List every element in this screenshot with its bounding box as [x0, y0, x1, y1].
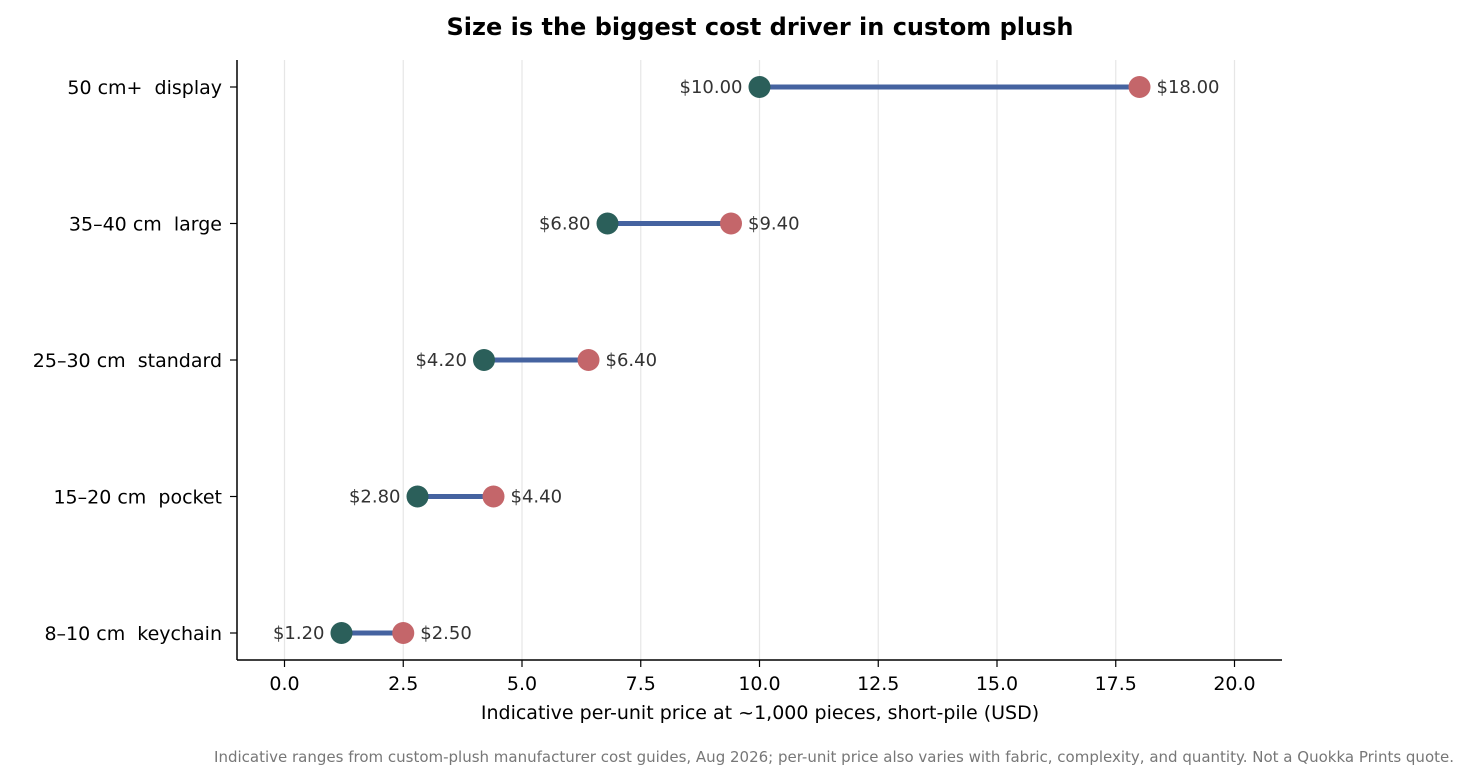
- high-price-label: $2.50: [420, 623, 472, 644]
- low-price-point: [748, 76, 771, 98]
- category-label: 25–30 cm standard: [33, 350, 222, 372]
- x-tick-label: 12.5: [857, 673, 899, 695]
- low-price-label: $4.20: [415, 350, 467, 371]
- high-price-point: [482, 485, 505, 508]
- footnote: Indicative ranges from custom-plush manu…: [214, 748, 1454, 766]
- x-tick-label: 0.0: [269, 673, 299, 695]
- low-price-label: $2.80: [349, 487, 401, 508]
- x-tick-label: 7.5: [626, 673, 656, 695]
- x-tick-label: 17.5: [1095, 673, 1137, 695]
- x-tick-label: 10.0: [738, 673, 780, 695]
- low-price-point: [473, 349, 495, 371]
- low-price-point: [330, 622, 353, 644]
- y-axis-categories: 8–10 cm keychain 15–20 cm pocket 25–30 cm …: [33, 77, 237, 645]
- category-label: 35–40 cm large: [69, 214, 222, 236]
- category-label: 8–10 cm keychain: [44, 623, 222, 645]
- low-price-label: $10.00: [680, 77, 743, 98]
- high-price-point: [577, 349, 600, 371]
- low-price-point: [406, 485, 429, 508]
- high-price-point: [720, 212, 742, 235]
- x-tick-label: 20.0: [1213, 673, 1255, 695]
- low-price-point: [596, 212, 619, 235]
- high-price-label: $18.00: [1157, 77, 1220, 98]
- x-tick-label: 2.5: [388, 673, 418, 695]
- category-label: 15–20 cm pocket: [53, 487, 222, 509]
- grid-lines: [283, 60, 1236, 660]
- high-price-label: $9.40: [748, 214, 800, 235]
- category-label: 50 cm+ display: [67, 77, 222, 99]
- x-axis-label: Indicative per-unit price at ~1,000 piec…: [481, 702, 1039, 724]
- x-tick-label: 15.0: [976, 673, 1018, 695]
- high-price-label: $4.40: [511, 487, 563, 508]
- low-price-label: $6.80: [539, 214, 591, 235]
- low-price-label: $1.20: [273, 623, 325, 644]
- high-price-point: [392, 622, 415, 644]
- high-price-point: [1128, 76, 1151, 98]
- dumbbell-marks: $1.20 $2.50 $2.80 $4.40 $4.20 $6.40 $6.80 $9.40…: [273, 76, 1220, 644]
- chart-title: Size is the biggest cost driver in custo…: [447, 13, 1074, 41]
- x-axis-ticks: 0.0 2.5 5.0 7.5 10.0 12.5 15.0 17.5 20.0: [269, 660, 1256, 695]
- x-tick-label: 5.0: [507, 673, 537, 695]
- high-price-label: $6.40: [606, 350, 658, 371]
